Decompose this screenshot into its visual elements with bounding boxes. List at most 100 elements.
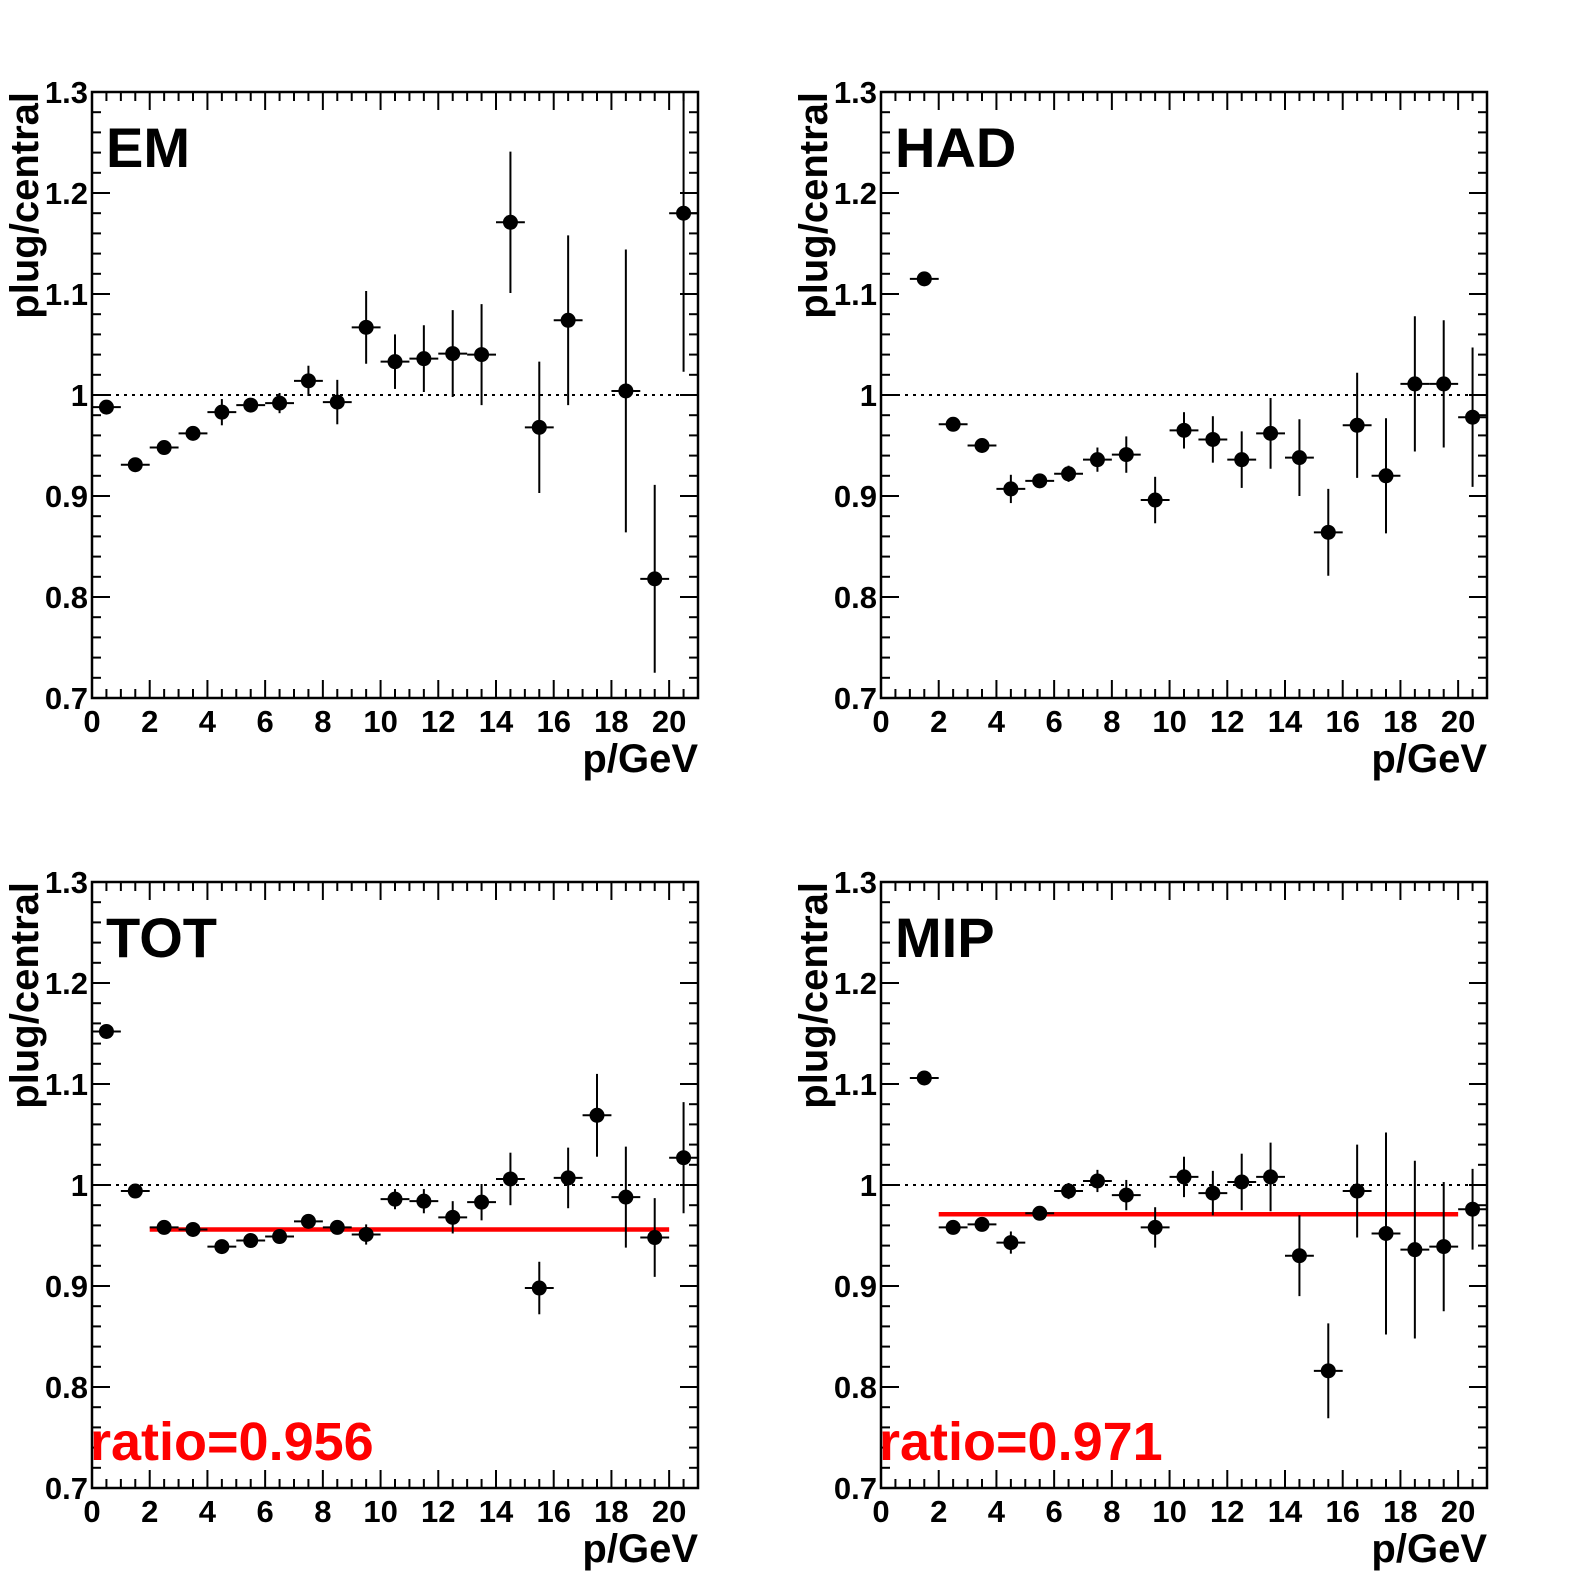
x-tick-label: 0 [83, 1494, 100, 1529]
data-point [467, 1183, 496, 1221]
marker [1378, 468, 1394, 484]
data-point [207, 1239, 237, 1255]
x-tick-label: 10 [363, 1494, 397, 1529]
marker [358, 1226, 374, 1242]
y-tick-label: 1.3 [834, 75, 877, 110]
data-point [351, 290, 381, 364]
data-point [1342, 1144, 1372, 1238]
data-point [524, 361, 554, 493]
y-tick-label: 0.8 [45, 1370, 88, 1405]
marker [1032, 473, 1048, 489]
x-tick-label: 20 [1441, 1494, 1475, 1529]
marker [185, 425, 201, 441]
data-point [496, 151, 525, 293]
marker [1147, 492, 1163, 508]
data-point [120, 457, 150, 473]
y-tick-label: 1.2 [45, 176, 88, 211]
x-tick-label: 0 [872, 1494, 889, 1529]
data-point [1054, 1182, 1083, 1200]
x-tick-label: 8 [1103, 1494, 1120, 1529]
x-tick-label: 6 [1046, 1494, 1063, 1529]
data-point [409, 325, 439, 392]
x-tick-label: 12 [421, 704, 455, 739]
panel-had: 0 2 4 6 8 10 12 14 16 18 20 0.7 0.8 0.9 1 1.1 1.2 1.3 p/Ge… [792, 75, 1489, 781]
y-tick-label: 1 [860, 378, 877, 413]
y-tick-label: 0.8 [834, 1370, 877, 1405]
marker [1465, 1201, 1481, 1217]
data-point [611, 1146, 641, 1248]
x-axis-title: p/GeV [582, 737, 698, 781]
data-point [1054, 465, 1083, 482]
y-tick-label: 1 [71, 378, 88, 413]
marker [502, 1171, 518, 1187]
marker [1089, 452, 1105, 468]
data-point [120, 1183, 150, 1199]
y-axis-title: plug/central [3, 882, 47, 1109]
data-point [207, 399, 237, 426]
data-point [1111, 436, 1141, 473]
x-tick-label: 18 [1383, 1494, 1417, 1529]
x-tick-label: 12 [421, 1494, 455, 1529]
marker [1320, 1363, 1336, 1379]
y-tick-label: 1.2 [834, 176, 877, 211]
data-point [409, 1189, 439, 1214]
x-tick-label: 16 [1325, 704, 1359, 739]
data-point [909, 271, 939, 287]
marker [1291, 450, 1307, 466]
data-point [669, 92, 698, 372]
marker [974, 1216, 990, 1232]
y-tick-label: 1.1 [834, 1067, 877, 1102]
data-point [1285, 1215, 1314, 1297]
marker [329, 394, 345, 410]
panel-label: HAD [895, 116, 1016, 179]
data-point [640, 484, 670, 673]
marker [272, 395, 288, 411]
marker [387, 354, 403, 370]
data-point [1458, 1168, 1487, 1250]
data-point [1400, 316, 1430, 452]
data-point [236, 397, 266, 413]
data-point [92, 399, 121, 415]
marker [1061, 1183, 1077, 1199]
marker [185, 1221, 201, 1237]
data-point [322, 379, 352, 425]
x-tick-label: 2 [141, 704, 158, 739]
y-tick-label: 1.3 [45, 865, 88, 900]
marker [1465, 409, 1481, 425]
marker [300, 1213, 316, 1229]
data-point [1256, 398, 1285, 469]
marker [98, 399, 114, 415]
marker [1349, 417, 1365, 433]
marker [1003, 1235, 1019, 1251]
y-tick-label: 1 [860, 1168, 877, 1203]
marker [647, 1230, 663, 1246]
data-point [938, 1219, 968, 1235]
marker [1032, 1205, 1048, 1221]
x-tick-label: 20 [1441, 704, 1475, 739]
x-tick-label: 16 [536, 1494, 570, 1529]
marker [214, 1239, 230, 1255]
data-point [1400, 1160, 1430, 1339]
x-tick-label: 8 [314, 704, 331, 739]
x-tick-label: 6 [1046, 704, 1063, 739]
y-tick-label: 1.2 [834, 966, 877, 1001]
marker [474, 1194, 490, 1210]
data-point [351, 1224, 381, 1245]
marker [676, 1150, 692, 1166]
y-tick-label: 1.1 [45, 277, 88, 312]
x-tick-label: 14 [479, 1494, 514, 1529]
marker [1089, 1173, 1105, 1189]
marker [1436, 376, 1452, 392]
data-point [1313, 1323, 1343, 1419]
x-tick-label: 4 [199, 704, 217, 739]
data-point [265, 392, 294, 414]
x-tick-label: 18 [594, 1494, 628, 1529]
x-tick-label: 18 [594, 704, 628, 739]
data-point [1227, 431, 1257, 488]
y-tick-label: 0.8 [834, 580, 877, 615]
marker [1263, 425, 1279, 441]
data-point [1371, 418, 1401, 534]
data-point [92, 1023, 121, 1039]
x-tick-label: 4 [988, 704, 1006, 739]
